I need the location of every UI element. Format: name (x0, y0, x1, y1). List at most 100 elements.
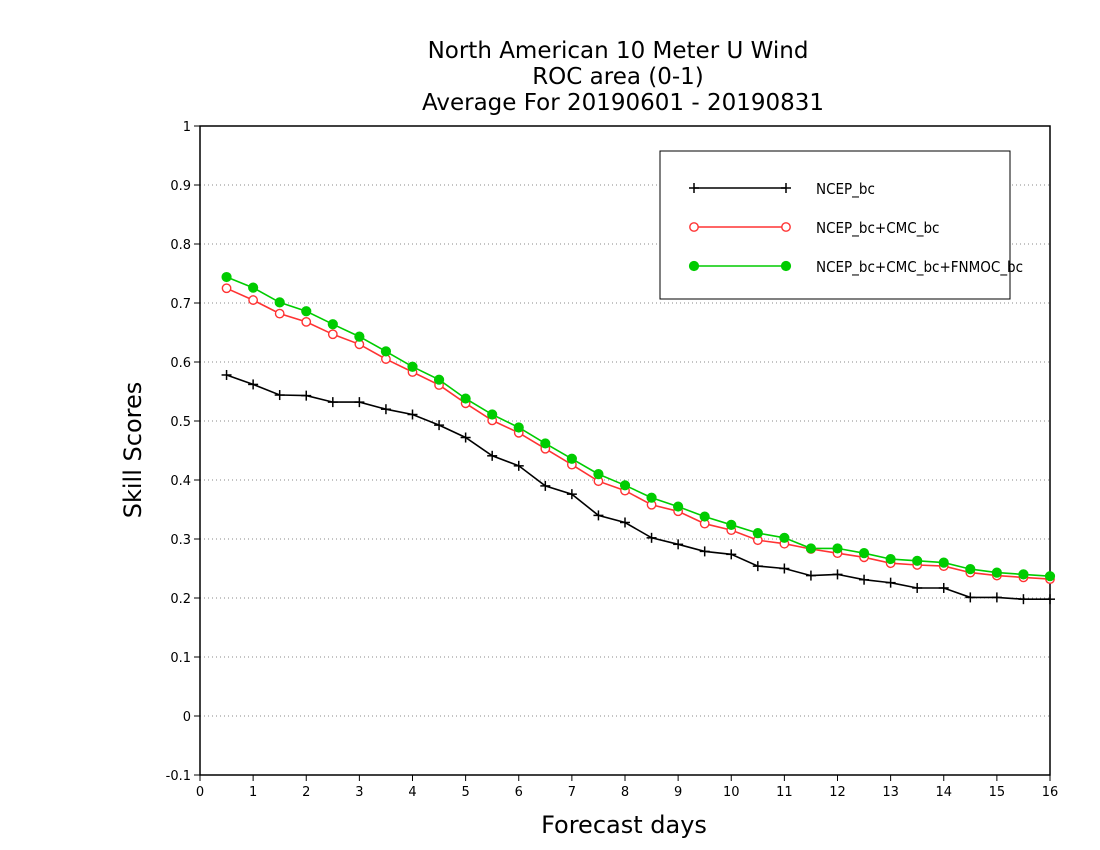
x-tick-label: 13 (882, 785, 899, 800)
y-tick-label: 0.5 (170, 415, 191, 430)
data-point (912, 582, 923, 593)
data-point (965, 592, 976, 603)
data-point (938, 582, 949, 593)
legend-marker-start (689, 183, 699, 193)
plot-frame (199, 125, 1051, 776)
data-point (248, 379, 259, 390)
data-point (619, 480, 631, 491)
series-3 (221, 271, 1056, 582)
data-point (699, 546, 710, 557)
data-point (274, 297, 285, 308)
series-line (226, 374, 1050, 601)
axes: -0.100.10.20.30.40.50.60.70.80.910 1 2 3 4 5 6… (166, 120, 1059, 800)
data-point (327, 397, 338, 408)
data-point (1018, 569, 1029, 580)
data-point (513, 422, 524, 433)
data-point (805, 543, 817, 554)
data-point (938, 557, 949, 568)
data-point (540, 480, 551, 491)
data-point (513, 460, 524, 471)
chart-title-line-2: ROC area (0-1) (532, 64, 704, 90)
x-tick-label: 2 (302, 785, 310, 800)
x-tick-label: 7 (568, 785, 576, 800)
data-point (1044, 571, 1056, 582)
chart-title-line-1: North American 10 Meter U Wind (428, 38, 809, 64)
data-point (407, 361, 418, 372)
x-axis-title: Forecast days (541, 811, 707, 839)
data-point (380, 346, 392, 357)
data-point (859, 574, 870, 585)
x-tick-label: 0 (196, 785, 204, 800)
data-point (752, 528, 763, 539)
x-tick-label: 5 (461, 785, 469, 800)
data-point (274, 390, 285, 401)
legend-label: NCEP_bc (816, 180, 875, 199)
data-point (433, 374, 445, 385)
y-tick-label: 0.3 (170, 533, 191, 548)
data-point (726, 549, 737, 560)
data-point (620, 517, 630, 528)
y-tick-label: 0.2 (170, 592, 191, 607)
y-tick-label: 0.8 (170, 238, 191, 253)
data-point (832, 543, 843, 554)
x-tick-label: 6 (515, 785, 523, 800)
data-point (460, 393, 471, 404)
data-point (354, 397, 365, 408)
data-point (566, 453, 577, 464)
data-point (912, 555, 923, 566)
legend-entry: NCEP_bc+CMC_bc (689, 219, 939, 238)
legend-entry: NCEP_bc (689, 180, 875, 199)
legend-marker-end (781, 222, 791, 232)
y-tick-label: 0.6 (170, 356, 191, 371)
data-point (858, 548, 870, 559)
data-point (646, 492, 657, 503)
data-point (221, 271, 232, 283)
data-point (487, 409, 498, 420)
legend: NCEP_bc NCEP_bc+CMC_bc NCEP_bc+CMC_bc+FNMO… (659, 150, 1023, 300)
legend-box (659, 150, 1011, 300)
data-point (301, 316, 312, 327)
series-2 (221, 283, 1055, 585)
data-point (434, 420, 445, 431)
data-point (646, 532, 657, 543)
data-point (301, 390, 312, 401)
data-point (460, 432, 471, 443)
data-point (327, 319, 338, 330)
series-layer (221, 271, 1056, 605)
data-point (487, 450, 498, 461)
data-point (1018, 594, 1029, 605)
data-point (673, 501, 684, 512)
data-point (566, 489, 577, 500)
data-point (991, 592, 1002, 603)
data-point (248, 295, 259, 305)
x-tick-label: 4 (408, 785, 416, 800)
series-1 (221, 369, 1055, 605)
data-point (752, 561, 763, 572)
legend-marker-end (780, 260, 792, 272)
chart-title: North American 10 Meter U Wind ROC area … (422, 38, 824, 116)
data-point (965, 563, 976, 575)
x-tick-label: 9 (674, 785, 682, 800)
x-tick-label: 16 (1042, 785, 1059, 800)
x-tick-label: 15 (989, 785, 1006, 800)
data-point (832, 569, 843, 580)
data-point (779, 532, 790, 543)
y-tick-label: 0.9 (170, 179, 191, 194)
data-point (221, 283, 232, 294)
y-tick-label: -0.1 (166, 769, 191, 784)
data-point (805, 570, 816, 581)
data-point (593, 469, 604, 480)
y-tick-label: 0.7 (170, 297, 191, 312)
data-point (991, 567, 1002, 578)
data-point (673, 539, 684, 550)
data-point (699, 511, 710, 522)
x-tick-label: 8 (621, 785, 629, 800)
data-point (274, 308, 285, 319)
x-tick-label: 12 (829, 785, 846, 800)
legend-label: NCEP_bc+CMC_bc (816, 219, 939, 238)
chart-title-line-3: Average For 20190601 - 20190831 (422, 90, 824, 116)
data-point (327, 329, 338, 340)
data-point (726, 519, 737, 530)
legend-label: NCEP_bc+CMC_bc+FNMOC_bc (816, 258, 1023, 277)
